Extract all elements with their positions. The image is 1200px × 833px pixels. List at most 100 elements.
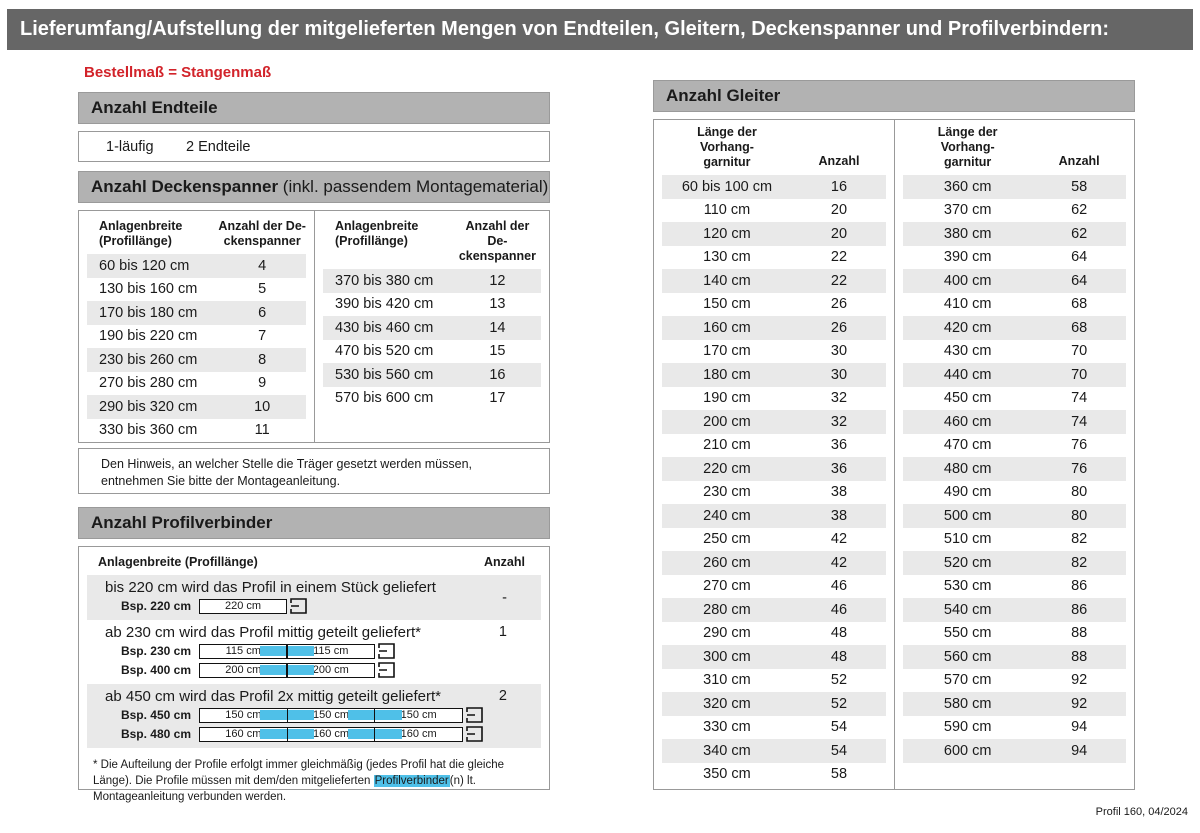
profile-end-cap-icon xyxy=(378,643,395,659)
table-row: 350 cm 58 xyxy=(662,763,886,787)
section-title-endteile: Anzahl Endteile xyxy=(91,98,218,117)
profile-connector xyxy=(260,708,315,722)
column-header-anzahl: Anzahl xyxy=(1058,154,1100,168)
table-row: 280 cm 46 xyxy=(662,598,886,622)
page-title-bar: Lieferumfang/Aufstellung der mitgeliefer… xyxy=(7,9,1193,50)
row-count-value: 10 xyxy=(254,398,271,415)
table-row: 270 cm 46 xyxy=(662,575,886,599)
table-row: 160 cm 26 xyxy=(662,316,886,340)
deckenspanner-table: Anlagenbreite (Profillänge) Anzahl der D… xyxy=(78,210,550,443)
row-range-label: 560 cm xyxy=(943,648,992,665)
row-range-label: 470 cm xyxy=(943,437,992,454)
row-range-label: 370 bis 380 cm xyxy=(335,272,434,289)
table-row: 230 bis 260 cm 8 xyxy=(87,348,306,372)
gleiter-table-left: Länge der Vorhang- garnitur Anzahl 60 bi… xyxy=(654,120,894,789)
row-range-label: 180 cm xyxy=(703,366,751,383)
row-range-label: 410 cm xyxy=(943,296,992,313)
row-count-value: 16 xyxy=(830,178,848,195)
table-row: 410 cm 68 xyxy=(903,293,1126,317)
row-range-label: 220 cm xyxy=(703,460,751,477)
row-range-label: 430 bis 460 cm xyxy=(335,319,434,336)
profile-segment-label: 150 cm xyxy=(225,708,262,721)
row-range-label: 290 cm xyxy=(703,625,751,642)
example-label: Bsp. 480 cm xyxy=(120,727,191,741)
row-range-label: 580 cm xyxy=(943,695,992,712)
row-range-label: 320 cm xyxy=(703,695,751,712)
row-range-label: 240 cm xyxy=(703,507,751,524)
row-range-label: 550 cm xyxy=(943,625,992,642)
table-header-row: Länge der Vorhang- garnitur Anzahl xyxy=(895,120,1134,170)
table-row: 580 cm 92 xyxy=(903,692,1126,716)
profile-example-row: Bsp. 450 cm 150 cm 150 cm 150 cm xyxy=(87,707,541,723)
row-count-value: 68 xyxy=(1071,296,1088,313)
row-range-label: 110 cm xyxy=(703,202,751,219)
row-range-label: 130 cm xyxy=(703,249,751,266)
row-range-label: 230 cm xyxy=(703,484,751,501)
table-row: 200 cm 32 xyxy=(662,410,886,434)
table-header-row: Länge der Vorhang- garnitur Anzahl xyxy=(654,120,894,170)
profile-segment-label: 160 cm xyxy=(225,727,262,740)
table-row: 310 cm 52 xyxy=(662,669,886,693)
row-count-value: 62 xyxy=(1071,225,1088,242)
profilverbinder-table: Anlagenbreite (Profillänge) Anzahl - bis … xyxy=(78,546,550,803)
profile-example-row: Bsp. 400 cm 200 cm 200 cm xyxy=(87,662,541,678)
row-count-value: 26 xyxy=(830,319,848,336)
profile-example-row: Bsp. 220 cm 220 cm xyxy=(87,598,541,614)
table-row: 390 bis 420 cm 13 xyxy=(323,293,541,317)
table-row: 440 cm 70 xyxy=(903,363,1126,387)
table-row: 170 cm 30 xyxy=(662,340,886,364)
table-row: 600 cm 94 xyxy=(903,739,1126,763)
row-count-value: 32 xyxy=(830,413,848,430)
row-range-label: 510 cm xyxy=(943,531,992,548)
row-count-value: 54 xyxy=(830,719,848,736)
row-count-value: 92 xyxy=(1071,672,1088,689)
table-row: 190 cm 32 xyxy=(662,387,886,411)
row-range-label: 480 cm xyxy=(943,460,992,477)
table-row: 220 cm 36 xyxy=(662,457,886,481)
group-rule-text: bis 220 cm wird das Profil in einem Stüc… xyxy=(105,579,436,596)
profilverbinder-footnote: * Die Aufteilung der Profile erfolgt imm… xyxy=(93,757,535,805)
document-version-label: Profil 160, 04/2024 xyxy=(1095,806,1188,818)
gleiter-table-right: Länge der Vorhang- garnitur Anzahl 360 c… xyxy=(894,120,1134,789)
table-row: 340 cm 54 xyxy=(662,739,886,763)
row-range-label: 310 cm xyxy=(703,672,751,689)
row-count-value: 86 xyxy=(1071,601,1088,618)
row-count-value: 88 xyxy=(1071,648,1088,665)
row-count-value: 88 xyxy=(1071,625,1088,642)
table-row: 130 bis 160 cm 5 xyxy=(87,278,306,302)
table-row: 60 bis 120 cm 4 xyxy=(87,254,306,278)
profile-bar-diagram: 200 cm 200 cm xyxy=(199,662,375,678)
row-count-value: 58 xyxy=(830,766,848,783)
row-range-label: 430 cm xyxy=(943,343,992,360)
section-header-deckenspanner: Anzahl Deckenspanner (inkl. passendem Mo… xyxy=(78,171,550,203)
row-count-value: 76 xyxy=(1071,460,1088,477)
row-count-value: 14 xyxy=(489,319,506,336)
row-count-value: 86 xyxy=(1071,578,1088,595)
row-range-label: 570 bis 600 cm xyxy=(335,390,434,407)
row-count-value: 16 xyxy=(489,366,506,383)
profile-segment-label: 200 cm xyxy=(225,663,262,676)
deckenspanner-table-right: Anlagenbreite (Profillänge) Anzahl der D… xyxy=(314,211,549,442)
table-row: 560 cm 88 xyxy=(903,645,1126,669)
row-range-label: 120 cm xyxy=(703,225,751,242)
table-row: 530 bis 560 cm 16 xyxy=(323,363,541,387)
row-count-value: 92 xyxy=(1071,695,1088,712)
group-anzahl-value: 1 xyxy=(498,624,507,640)
row-range-label: 150 cm xyxy=(703,296,751,313)
table-row: 260 cm 42 xyxy=(662,551,886,575)
table-row: 480 cm 76 xyxy=(903,457,1126,481)
table-row: 500 cm 80 xyxy=(903,504,1126,528)
group-rule-text: ab 450 cm wird das Profil 2x mittig gete… xyxy=(105,688,441,705)
section-title-gleiter: Anzahl Gleiter xyxy=(666,86,781,105)
footnote-text-pre: * Die Aufteilung der Profile erfolgt imm… xyxy=(93,759,505,787)
profile-segment-label: 220 cm xyxy=(224,599,262,612)
row-count-value: 30 xyxy=(830,366,848,383)
row-count-value: 80 xyxy=(1071,507,1088,524)
row-range-label: 160 cm xyxy=(703,319,751,336)
table-row: 180 cm 30 xyxy=(662,363,886,387)
table-row: 360 cm 58 xyxy=(903,175,1126,199)
row-range-label: 530 bis 560 cm xyxy=(335,366,434,383)
group-anzahl-value: - xyxy=(502,589,507,606)
table-row: 400 cm 64 xyxy=(903,269,1126,293)
profilverbinder-group: 1 ab 230 cm wird das Profil mittig geteil… xyxy=(87,620,541,684)
